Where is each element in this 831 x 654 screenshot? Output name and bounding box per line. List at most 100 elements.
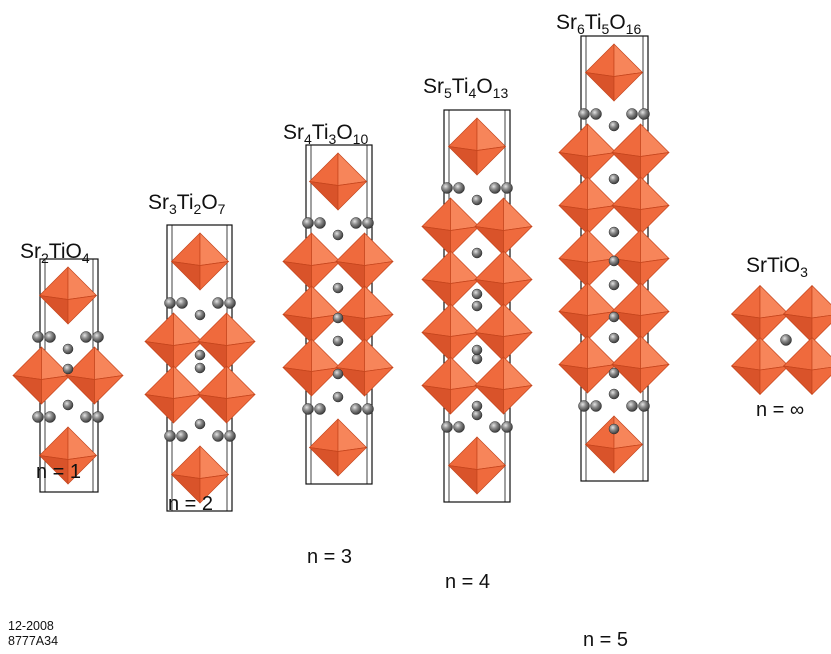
formula-subscript: 2 xyxy=(41,250,49,266)
octahedron-icon xyxy=(585,415,643,474)
octahedron-icon xyxy=(783,337,831,395)
octahedron-icon xyxy=(65,346,124,405)
sr-atom-icon xyxy=(608,332,620,344)
sr-atom-icon xyxy=(314,217,326,229)
sr-atom-icon xyxy=(164,297,176,309)
sr-atom-icon xyxy=(164,430,176,442)
sr-atom-icon xyxy=(332,335,344,347)
sr-atom-icon xyxy=(608,279,620,291)
octahedron-icon xyxy=(39,266,97,325)
sr-atom-icon xyxy=(471,288,483,300)
octahedron-icon xyxy=(421,197,480,256)
octahedron-icon xyxy=(282,232,341,291)
sr-atom-icon xyxy=(332,312,344,324)
formula-subscript: 13 xyxy=(492,85,509,101)
formula-text: SrTiO xyxy=(746,254,801,277)
sr-atom-icon xyxy=(92,411,104,423)
sr-atom-icon xyxy=(608,423,620,435)
sr-atom-icon xyxy=(302,217,314,229)
formula-subscript: 10 xyxy=(352,131,369,147)
octahedron-icon xyxy=(783,285,831,343)
sr-atom-icon xyxy=(453,182,465,194)
n-label-infinity: n = ∞ xyxy=(756,399,805,421)
formula-text: Sr xyxy=(148,191,169,214)
sr-atom-icon xyxy=(471,400,483,412)
figure-date: 12-2008 xyxy=(8,619,54,633)
octahedron-icon xyxy=(421,356,480,415)
formula-text: O xyxy=(609,11,626,34)
formula-subscript: 3 xyxy=(169,201,177,217)
sr-atom-icon xyxy=(194,418,206,430)
formula-sr6ti5o16: Sr6Ti5O16 xyxy=(556,11,641,36)
sr-atom-icon xyxy=(638,108,650,120)
formula-subscript: 7 xyxy=(217,201,226,217)
sr-atom-icon xyxy=(314,403,326,415)
n-label-3: n = 3 xyxy=(307,546,353,568)
sr-atom-icon xyxy=(608,311,620,323)
formula-text: Sr xyxy=(283,121,304,144)
octahedron-icon xyxy=(39,426,97,485)
formula-text: Sr xyxy=(423,75,444,98)
octahedron-icon xyxy=(611,335,670,394)
sr-atom-icon xyxy=(332,391,344,403)
formula-text: Ti xyxy=(176,191,194,214)
formula-text: O xyxy=(336,121,353,144)
sr-atom-icon xyxy=(578,108,590,120)
formula-subscript: 2 xyxy=(193,201,202,217)
figure-code: 8777A34 xyxy=(8,634,59,648)
sr-atom-icon xyxy=(332,368,344,380)
sr-atom-icon xyxy=(471,353,483,365)
sr-atom-icon xyxy=(608,226,620,238)
formula-subscript: 4 xyxy=(304,131,312,147)
formula-subscript: 5 xyxy=(601,21,610,37)
sr-atom-icon xyxy=(590,108,602,120)
octahedron-icon xyxy=(335,338,394,397)
unit-cell-outline xyxy=(166,224,233,512)
sr-atom-icon xyxy=(638,400,650,412)
octahedron-icon xyxy=(558,229,617,288)
octahedron-icon xyxy=(731,337,789,395)
sr-atom-icon xyxy=(332,282,344,294)
formula-srtio3: SrTiO3 xyxy=(746,254,808,279)
formula-subscript: 5 xyxy=(444,85,452,101)
octahedron-icon xyxy=(197,365,256,424)
formula-text: O xyxy=(476,75,493,98)
formula-subscript: 4 xyxy=(468,85,477,101)
sr-atom-icon xyxy=(212,297,224,309)
sr-atom-icon xyxy=(80,411,92,423)
sr-atom-icon xyxy=(44,331,56,343)
sr-atom-icon xyxy=(32,411,44,423)
sr-atom-icon xyxy=(471,409,483,421)
octahedron-icon xyxy=(611,123,670,182)
sr-atom-icon xyxy=(578,400,590,412)
unit-cell-outline xyxy=(443,109,511,503)
formula-subscript: 3 xyxy=(328,131,337,147)
sr-atom-icon xyxy=(92,331,104,343)
formula-sr3ti2o7: Sr3Ti2O7 xyxy=(148,191,225,216)
sr-atom-icon xyxy=(194,309,206,321)
octahedron-icon xyxy=(144,312,203,371)
sr-atom-icon xyxy=(501,421,513,433)
n-label-2: n = 2 xyxy=(168,493,214,515)
formula-sr5ti4o13: Sr5Ti4O13 xyxy=(423,75,508,100)
sr-atom-icon xyxy=(350,403,362,415)
octahedron-icon xyxy=(448,117,506,176)
n-label-5: n = 5 xyxy=(583,629,629,651)
sr-atom-icon xyxy=(176,430,188,442)
sr-atom-icon xyxy=(194,349,206,361)
octahedron-icon xyxy=(12,346,71,405)
octahedron-icon xyxy=(558,335,617,394)
sr-atom-icon xyxy=(608,255,620,267)
octahedron-icon xyxy=(144,365,203,424)
sr-atom-icon xyxy=(471,300,483,312)
sr-atom-icon xyxy=(350,217,362,229)
sr-atom-icon xyxy=(608,120,620,132)
sr-atom-icon xyxy=(176,297,188,309)
octahedron-icon xyxy=(197,312,256,371)
formula-sr2tio4: Sr2TiO4 xyxy=(20,241,90,265)
octahedron-icon xyxy=(448,436,506,495)
sr-atom-icon xyxy=(626,400,638,412)
octahedron-icon xyxy=(611,176,670,235)
formula-subscript: 3 xyxy=(800,264,808,280)
